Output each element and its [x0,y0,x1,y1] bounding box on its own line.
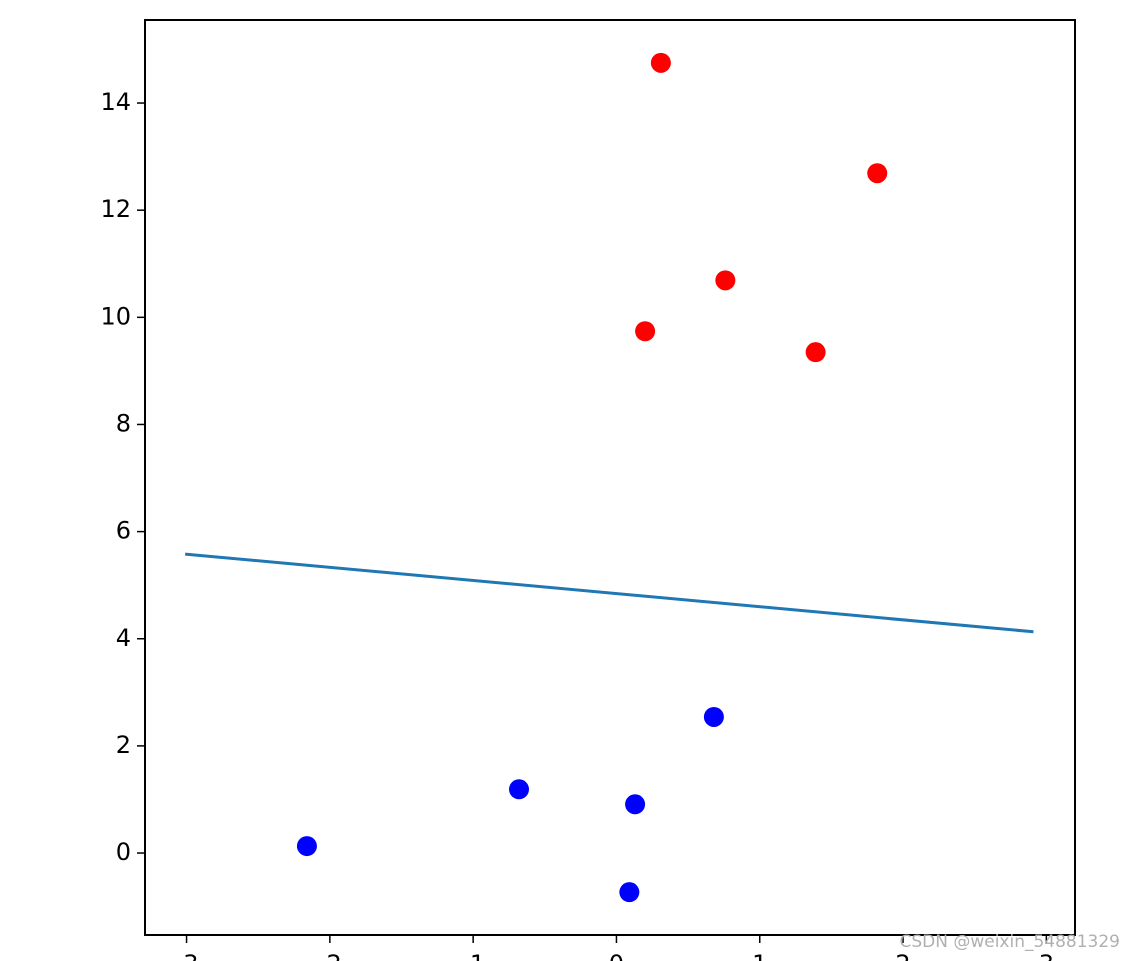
point [715,270,736,291]
y-tick-label: 10 [100,302,131,330]
point [619,882,640,903]
plot-frame [144,19,1076,936]
point [703,706,724,727]
x-tick-label: 3 [1039,950,1054,961]
point [635,321,656,342]
y-tick-label: 12 [100,195,131,223]
y-tick-label: 14 [100,88,131,116]
point [650,52,671,73]
x-tick-label: -3 [175,950,199,961]
point [867,163,888,184]
x-tick-label: 2 [895,950,910,961]
y-tick-label: 2 [116,731,131,759]
point [625,794,646,815]
x-tick-label: -1 [461,950,485,961]
x-tick-label: 0 [609,950,624,961]
x-tick-label: -2 [318,950,342,961]
point [509,779,530,800]
point [296,836,317,857]
fit-line [184,552,1034,634]
x-tick-label: 1 [752,950,767,961]
y-tick-label: 0 [116,838,131,866]
watermark: CSDN @weixin_54881329 [899,932,1120,952]
y-tick-label: 6 [116,517,131,545]
y-tick-label: 8 [116,409,131,437]
point [805,342,826,363]
y-tick-label: 4 [116,624,131,652]
